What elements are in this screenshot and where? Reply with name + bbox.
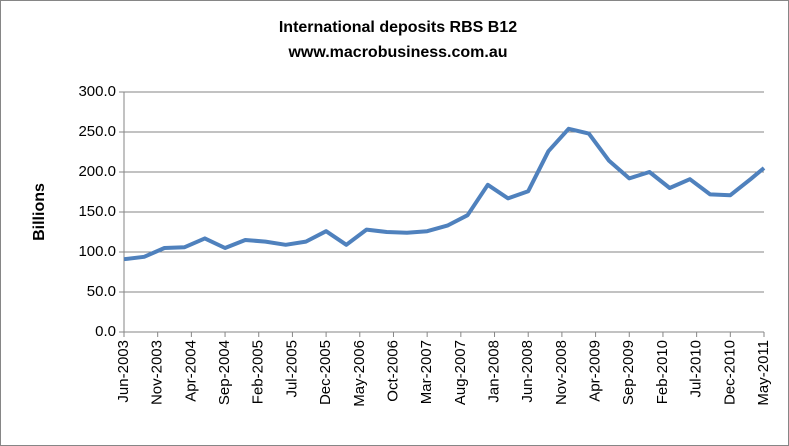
x-tick-label: Sep-2004 <box>216 340 233 405</box>
y-tick-label: 250.0 <box>78 123 116 140</box>
x-tick-label: Sep-2009 <box>620 340 637 405</box>
y-axis-label: Billions <box>31 183 48 241</box>
y-tick-label: 50.0 <box>87 283 116 300</box>
x-tick-label: Oct-2006 <box>384 340 401 402</box>
y-tick-label: 150.0 <box>78 203 116 220</box>
x-tick-label: Mar-2007 <box>418 340 435 404</box>
x-tick-label: Aug-2007 <box>452 340 469 405</box>
x-tick-label: Jun-2003 <box>115 340 132 403</box>
x-tick-label: Jun-2008 <box>519 340 536 403</box>
x-tick-label: Dec-2010 <box>721 340 738 405</box>
x-tick-label: Apr-2009 <box>587 340 604 402</box>
y-tick-label: 100.0 <box>78 243 116 260</box>
x-tick-label: Jan-2008 <box>485 340 502 403</box>
y-tick-label: 300.0 <box>78 83 116 100</box>
chart-subtitle: www.macrobusiness.com.au <box>287 44 507 61</box>
y-tick-label: 200.0 <box>78 163 116 180</box>
x-tick-label: Feb-2010 <box>654 340 671 404</box>
x-tick-label: Nov-2003 <box>149 340 166 405</box>
chart-title: International deposits RBS B12 <box>279 19 517 36</box>
x-tick-label: Apr-2004 <box>182 340 199 402</box>
y-tick-label: 0.0 <box>95 323 116 340</box>
x-tick-label: May-2006 <box>351 340 368 407</box>
x-tick-label: Jul-2010 <box>688 340 705 398</box>
line-series <box>123 126 766 262</box>
x-tick-label: May-2011 <box>755 340 772 406</box>
x-tick-label: Jul-2005 <box>283 340 300 398</box>
x-tick-label: Nov-2008 <box>553 340 570 405</box>
x-tick-label: Dec-2005 <box>317 340 334 405</box>
x-tick-label: Feb-2005 <box>250 340 267 404</box>
